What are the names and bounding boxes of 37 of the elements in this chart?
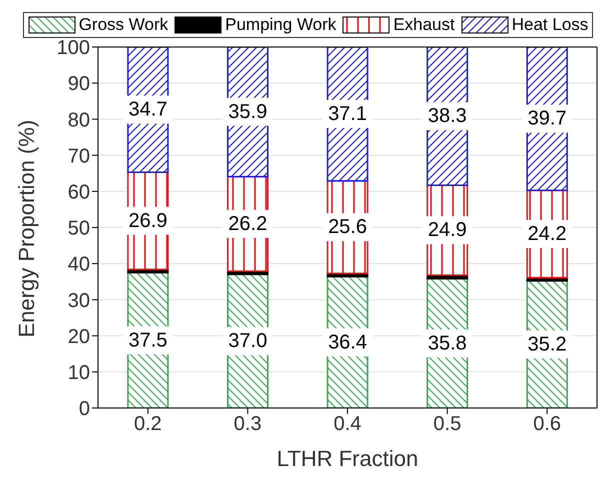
data-label: 35.8 (428, 332, 467, 354)
data-label: 38.3 (428, 105, 467, 128)
data-label: 37.5 (128, 329, 168, 352)
y-tick-label: 70 (68, 145, 90, 168)
x-axis-title: LTHR Fraction (276, 446, 418, 471)
x-tick-label: 0.5 (433, 413, 462, 436)
data-label: 26.9 (128, 210, 168, 232)
data-label: 26.2 (228, 212, 268, 235)
x-tick-label: 0.6 (533, 413, 562, 436)
y-tick-label: 80 (68, 109, 90, 132)
y-tick-label: 90 (68, 73, 90, 96)
data-label: 36.4 (328, 331, 368, 354)
data-label: 37.1 (328, 102, 368, 125)
legend-label: Pumping Work (225, 15, 336, 35)
legend-label: Heat Loss (512, 15, 588, 35)
data-label: 34.7 (128, 98, 168, 121)
data-label: 39.7 (528, 108, 567, 130)
data-label: 35.9 (228, 100, 268, 123)
y-tick-label: 20 (68, 326, 90, 348)
y-tick-label: 30 (68, 290, 90, 312)
y-tick-label: 50 (68, 218, 90, 240)
y-axis-title: Energy Proportion (%) (14, 120, 39, 338)
legend-label: Exhaust (393, 15, 455, 35)
x-tick-label: 0.3 (234, 413, 262, 436)
y-tick-label: 10 (68, 362, 90, 384)
y-tick-label: 100 (56, 37, 90, 60)
data-label: 25.6 (328, 216, 368, 238)
x-tick-label: 0.4 (334, 413, 362, 436)
y-tick-label: 0 (78, 398, 90, 420)
data-label: 37.0 (228, 330, 268, 352)
y-tick-label: 60 (68, 182, 90, 204)
data-label: 35.2 (528, 333, 567, 356)
x-tick-label: 0.2 (134, 413, 162, 436)
data-label: 24.9 (428, 219, 467, 242)
legend-label: Gross Work (78, 15, 168, 35)
y-tick-label: 40 (68, 254, 90, 276)
data-label: 24.2 (528, 223, 567, 245)
